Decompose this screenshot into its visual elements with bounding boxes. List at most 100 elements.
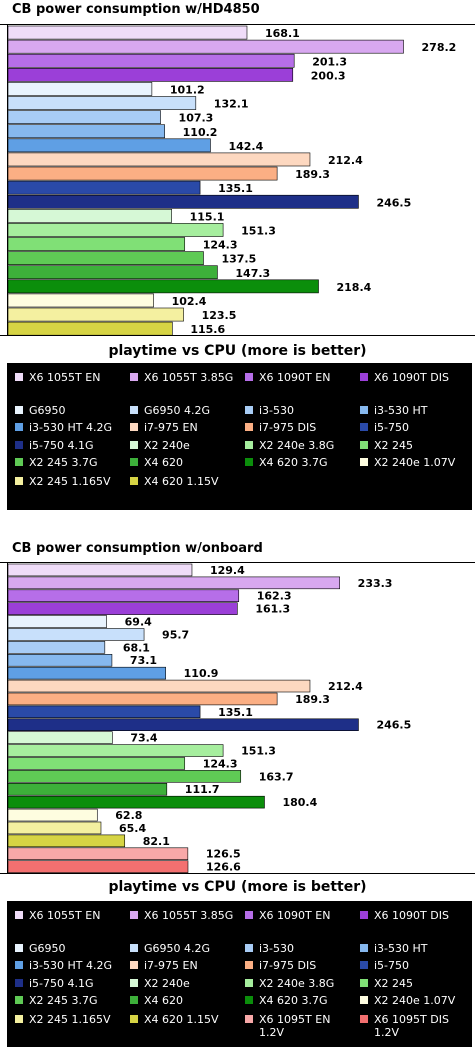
bar-x2-240e xyxy=(7,209,172,223)
bar-x4-620-3-7g xyxy=(7,279,319,294)
data-label-g6950-4-2g: 132.1 xyxy=(214,98,249,111)
legend-label: i3-530 HT xyxy=(374,942,428,955)
legend-swatch xyxy=(245,441,253,449)
bar-x2-245-3-7g xyxy=(7,251,204,266)
bar-i5-750 xyxy=(7,180,201,195)
legend-swatch xyxy=(15,979,23,987)
legend-label: X4 620 xyxy=(144,456,184,469)
legend-swatch xyxy=(245,996,253,1004)
legend-swatch xyxy=(360,1015,368,1023)
data-label-x2-240e-1-07v: 102.4 xyxy=(172,295,207,308)
legend-swatch xyxy=(15,477,23,485)
bar-x2-245-1-165v xyxy=(7,821,102,835)
legend-swatch xyxy=(360,979,368,987)
legend-swatch xyxy=(245,423,253,431)
legend-swatch xyxy=(15,406,23,414)
legend-swatch xyxy=(360,944,368,952)
data-label-x2-240e: 115.1 xyxy=(190,210,225,223)
bar-i7-975-dis xyxy=(7,166,278,181)
bar-x2-240e-3-8g xyxy=(7,223,224,237)
legend-label: G6950 4.2G xyxy=(144,404,211,417)
legend-swatch xyxy=(130,979,138,987)
data-label-x2-240e-1-07v: 62.8 xyxy=(115,809,142,822)
data-label-x2-245-1-165v: 123.5 xyxy=(202,309,237,322)
data-label-x4-620-3-7g: 218.4 xyxy=(336,281,371,294)
legend-label: X4 620 1.15V xyxy=(144,1013,219,1026)
bar-x6-1095t-en-1-2v xyxy=(7,847,189,860)
data-label-x6-1055t-en: 168.1 xyxy=(265,27,300,40)
data-label-x6-1055t-en: 129.4 xyxy=(210,564,245,577)
legend-swatch xyxy=(360,373,368,381)
bar-i7-975-dis xyxy=(7,692,278,706)
bar-x2-240e xyxy=(7,731,113,744)
legend: X6 1055T EN X6 1055T 3.85G X6 1090T EN X6 1… xyxy=(7,901,472,1047)
legend-swatch xyxy=(130,996,138,1004)
bar-x6-1090t-dis xyxy=(7,67,294,82)
legend-swatch xyxy=(360,406,368,414)
legend-label: X6 1090T DIS xyxy=(374,371,449,384)
legend: X6 1055T EN X6 1055T 3.85G X6 1090T EN X6 1… xyxy=(7,363,472,510)
legend-label: i3-530 xyxy=(259,942,295,955)
legend-label: X6 1055T EN xyxy=(29,909,101,922)
chart-title: CB power consumption w/HD4850 xyxy=(12,2,260,17)
bar-g6950 xyxy=(7,615,107,628)
data-label-i3-530-ht-4-2g: 110.9 xyxy=(184,667,219,680)
legend-swatch xyxy=(15,441,23,449)
legend-label: X6 1095T EN 1.2V xyxy=(259,1013,331,1039)
data-label-i3-530: 68.1 xyxy=(123,641,150,654)
legend-swatch xyxy=(15,996,23,1004)
legend-swatch xyxy=(15,373,23,381)
legend-label: i7-975 DIS xyxy=(259,421,317,434)
legend-label: X6 1055T EN xyxy=(29,371,101,384)
data-label-x6-1090t-en: 162.3 xyxy=(257,590,292,603)
legend-swatch xyxy=(245,944,253,952)
legend-label: X6 1090T EN xyxy=(259,371,331,384)
bar-i3-530 xyxy=(7,110,161,124)
legend-label: X2 240e xyxy=(144,439,190,452)
data-label-x4-620-3-7g: 180.4 xyxy=(282,796,317,809)
bar-i7-975-en xyxy=(7,152,311,167)
data-label-x2-240e-3-8g: 151.3 xyxy=(241,225,276,238)
data-label-x6-1055t-3-85g: 278.2 xyxy=(422,41,457,54)
data-label-x6-1055t-3-85g: 233.3 xyxy=(358,577,393,590)
legend-swatch xyxy=(360,458,368,466)
bar-plot: 129.4 233.3 162.3 161.3 69.4 95.7 68.1 73.1 110.… xyxy=(0,562,475,874)
legend-swatch xyxy=(245,961,253,969)
x-axis-label: playtime vs CPU (more is better) xyxy=(108,343,367,359)
legend-label: X6 1095T DIS 1.2V xyxy=(374,1013,449,1039)
data-label-i5-750: 135.1 xyxy=(218,182,253,195)
legend-label: i7-975 EN xyxy=(144,421,198,434)
data-label-g6950: 69.4 xyxy=(125,616,152,629)
data-label-x2-240e: 73.4 xyxy=(130,732,157,745)
bar-x2-240e-1-07v xyxy=(7,808,98,822)
legend-label: X2 245 3.7G xyxy=(29,994,98,1007)
legend-label: X2 245 xyxy=(374,977,414,990)
data-label-x2-245-3-7g: 163.7 xyxy=(259,770,294,783)
data-label-x6-1090t-dis: 200.3 xyxy=(311,69,346,82)
legend-swatch xyxy=(15,961,23,969)
bar-x4-620 xyxy=(7,265,218,280)
legend-swatch xyxy=(130,373,138,381)
data-label-x2-245: 124.3 xyxy=(203,239,238,252)
legend-label: G6950 4.2G xyxy=(144,942,211,955)
legend-swatch xyxy=(130,423,138,431)
legend-label: i7-975 EN xyxy=(144,959,198,972)
legend-label: i7-975 DIS xyxy=(259,959,317,972)
legend-swatch xyxy=(15,944,23,952)
legend-swatch xyxy=(245,911,253,919)
data-label-x4-620-1-15v: 115.6 xyxy=(190,323,225,336)
legend-swatch xyxy=(130,1015,138,1023)
legend-label: i5-750 xyxy=(374,959,410,972)
bar-i5-750-4-1g xyxy=(7,194,359,209)
bar-x4-620 xyxy=(7,783,168,796)
data-label-i7-975-dis: 189.3 xyxy=(295,693,330,706)
legend-swatch xyxy=(130,477,138,485)
legend-label: X2 245 1.165V xyxy=(29,1013,111,1026)
legend-swatch xyxy=(130,961,138,969)
legend-swatch xyxy=(15,911,23,919)
legend-swatch xyxy=(360,423,368,431)
legend-swatch xyxy=(245,458,253,466)
bar-i3-530-ht-4-2g xyxy=(7,138,211,153)
